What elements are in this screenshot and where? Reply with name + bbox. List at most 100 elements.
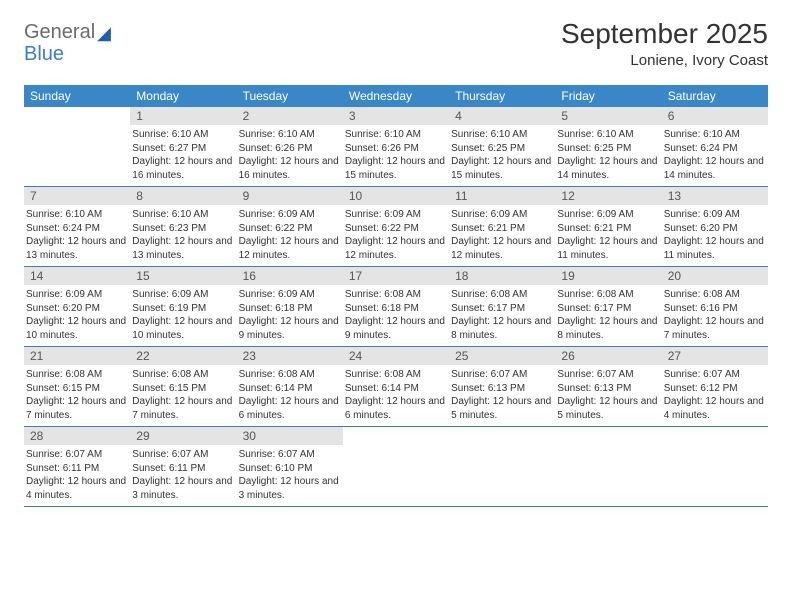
sunrise-text: Sunrise: 6:10 AM	[132, 128, 232, 142]
day-cell: 28Sunrise: 6:07 AMSunset: 6:11 PMDayligh…	[24, 427, 130, 506]
sunset-text: Sunset: 6:16 PM	[664, 302, 764, 316]
sunset-text: Sunset: 6:14 PM	[239, 382, 339, 396]
day-cell: 21Sunrise: 6:08 AMSunset: 6:15 PMDayligh…	[24, 347, 130, 426]
week-row: 14Sunrise: 6:09 AMSunset: 6:20 PMDayligh…	[24, 267, 768, 347]
sunrise-text: Sunrise: 6:08 AM	[345, 288, 445, 302]
sunrise-text: Sunrise: 6:07 AM	[664, 368, 764, 382]
sunrise-text: Sunrise: 6:07 AM	[451, 368, 551, 382]
day-number: 8	[130, 187, 236, 205]
day-body: Sunrise: 6:08 AMSunset: 6:17 PMDaylight:…	[555, 285, 661, 346]
day-body: Sunrise: 6:09 AMSunset: 6:22 PMDaylight:…	[237, 205, 343, 266]
daylight-text: Daylight: 12 hours and 3 minutes.	[132, 475, 232, 502]
day-body: Sunrise: 6:09 AMSunset: 6:21 PMDaylight:…	[449, 205, 555, 266]
day-body: Sunrise: 6:10 AMSunset: 6:24 PMDaylight:…	[24, 205, 130, 266]
day-body: Sunrise: 6:10 AMSunset: 6:24 PMDaylight:…	[662, 125, 768, 186]
day-cell: 8Sunrise: 6:10 AMSunset: 6:23 PMDaylight…	[130, 187, 236, 266]
daylight-text: Daylight: 12 hours and 15 minutes.	[451, 155, 551, 182]
day-cell	[555, 427, 661, 506]
daylight-text: Daylight: 12 hours and 6 minutes.	[345, 395, 445, 422]
day-cell: 11Sunrise: 6:09 AMSunset: 6:21 PMDayligh…	[449, 187, 555, 266]
day-cell: 3Sunrise: 6:10 AMSunset: 6:26 PMDaylight…	[343, 107, 449, 186]
day-number	[662, 427, 768, 431]
day-cell: 7Sunrise: 6:10 AMSunset: 6:24 PMDaylight…	[24, 187, 130, 266]
daylight-text: Daylight: 12 hours and 7 minutes.	[26, 395, 126, 422]
daylight-text: Daylight: 12 hours and 10 minutes.	[26, 315, 126, 342]
daylight-text: Daylight: 12 hours and 13 minutes.	[132, 235, 232, 262]
sunset-text: Sunset: 6:27 PM	[132, 142, 232, 156]
sunset-text: Sunset: 6:18 PM	[345, 302, 445, 316]
daylight-text: Daylight: 12 hours and 10 minutes.	[132, 315, 232, 342]
day-number: 23	[237, 347, 343, 365]
daylight-text: Daylight: 12 hours and 7 minutes.	[132, 395, 232, 422]
day-body: Sunrise: 6:10 AMSunset: 6:23 PMDaylight:…	[130, 205, 236, 266]
day-body: Sunrise: 6:08 AMSunset: 6:14 PMDaylight:…	[237, 365, 343, 426]
day-cell: 19Sunrise: 6:08 AMSunset: 6:17 PMDayligh…	[555, 267, 661, 346]
sunrise-text: Sunrise: 6:10 AM	[345, 128, 445, 142]
day-cell: 5Sunrise: 6:10 AMSunset: 6:25 PMDaylight…	[555, 107, 661, 186]
day-number: 10	[343, 187, 449, 205]
daylight-text: Daylight: 12 hours and 11 minutes.	[664, 235, 764, 262]
day-number: 4	[449, 107, 555, 125]
day-cell: 24Sunrise: 6:08 AMSunset: 6:14 PMDayligh…	[343, 347, 449, 426]
location-label: Loniene, Ivory Coast	[561, 52, 768, 69]
day-body: Sunrise: 6:10 AMSunset: 6:27 PMDaylight:…	[130, 125, 236, 186]
day-cell	[343, 427, 449, 506]
day-body: Sunrise: 6:08 AMSunset: 6:15 PMDaylight:…	[130, 365, 236, 426]
week-row: 28Sunrise: 6:07 AMSunset: 6:11 PMDayligh…	[24, 427, 768, 507]
daylight-text: Daylight: 12 hours and 8 minutes.	[557, 315, 657, 342]
daylight-text: Daylight: 12 hours and 9 minutes.	[239, 315, 339, 342]
day-number	[449, 427, 555, 431]
sunrise-text: Sunrise: 6:08 AM	[239, 368, 339, 382]
week-row: 1Sunrise: 6:10 AMSunset: 6:27 PMDaylight…	[24, 107, 768, 187]
sunrise-text: Sunrise: 6:07 AM	[557, 368, 657, 382]
day-cell	[24, 107, 130, 186]
sunrise-text: Sunrise: 6:08 AM	[26, 368, 126, 382]
sunset-text: Sunset: 6:17 PM	[557, 302, 657, 316]
day-number: 18	[449, 267, 555, 285]
daylight-text: Daylight: 12 hours and 16 minutes.	[132, 155, 232, 182]
day-number: 3	[343, 107, 449, 125]
dow-thursday: Thursday	[449, 85, 555, 107]
day-body: Sunrise: 6:09 AMSunset: 6:18 PMDaylight:…	[237, 285, 343, 346]
sunrise-text: Sunrise: 6:10 AM	[26, 208, 126, 222]
day-cell	[449, 427, 555, 506]
daylight-text: Daylight: 12 hours and 14 minutes.	[664, 155, 764, 182]
day-body: Sunrise: 6:10 AMSunset: 6:25 PMDaylight:…	[555, 125, 661, 186]
day-number: 26	[555, 347, 661, 365]
sunset-text: Sunset: 6:23 PM	[132, 222, 232, 236]
day-number: 19	[555, 267, 661, 285]
day-number: 9	[237, 187, 343, 205]
day-number: 7	[24, 187, 130, 205]
day-cell: 4Sunrise: 6:10 AMSunset: 6:25 PMDaylight…	[449, 107, 555, 186]
day-number: 27	[662, 347, 768, 365]
day-body: Sunrise: 6:08 AMSunset: 6:18 PMDaylight:…	[343, 285, 449, 346]
title-block: September 2025 Loniene, Ivory Coast	[561, 18, 768, 69]
sunset-text: Sunset: 6:19 PM	[132, 302, 232, 316]
daylight-text: Daylight: 12 hours and 12 minutes.	[345, 235, 445, 262]
day-cell: 12Sunrise: 6:09 AMSunset: 6:21 PMDayligh…	[555, 187, 661, 266]
sunset-text: Sunset: 6:13 PM	[451, 382, 551, 396]
sunset-text: Sunset: 6:13 PM	[557, 382, 657, 396]
day-body: Sunrise: 6:09 AMSunset: 6:19 PMDaylight:…	[130, 285, 236, 346]
day-of-week-header: Sunday Monday Tuesday Wednesday Thursday…	[24, 85, 768, 107]
sunset-text: Sunset: 6:11 PM	[132, 462, 232, 476]
sunset-text: Sunset: 6:20 PM	[26, 302, 126, 316]
day-number: 30	[237, 427, 343, 445]
dow-friday: Friday	[555, 85, 661, 107]
day-cell: 9Sunrise: 6:09 AMSunset: 6:22 PMDaylight…	[237, 187, 343, 266]
sunset-text: Sunset: 6:11 PM	[26, 462, 126, 476]
calendar: Sunday Monday Tuesday Wednesday Thursday…	[24, 85, 768, 507]
day-body: Sunrise: 6:09 AMSunset: 6:20 PMDaylight:…	[24, 285, 130, 346]
sunset-text: Sunset: 6:24 PM	[26, 222, 126, 236]
sunset-text: Sunset: 6:15 PM	[26, 382, 126, 396]
daylight-text: Daylight: 12 hours and 13 minutes.	[26, 235, 126, 262]
daylight-text: Daylight: 12 hours and 11 minutes.	[557, 235, 657, 262]
day-number: 2	[237, 107, 343, 125]
day-body: Sunrise: 6:10 AMSunset: 6:26 PMDaylight:…	[237, 125, 343, 186]
day-cell: 27Sunrise: 6:07 AMSunset: 6:12 PMDayligh…	[662, 347, 768, 426]
day-number	[343, 427, 449, 431]
sunset-text: Sunset: 6:22 PM	[345, 222, 445, 236]
sunset-text: Sunset: 6:17 PM	[451, 302, 551, 316]
sunrise-text: Sunrise: 6:09 AM	[26, 288, 126, 302]
day-number: 14	[24, 267, 130, 285]
